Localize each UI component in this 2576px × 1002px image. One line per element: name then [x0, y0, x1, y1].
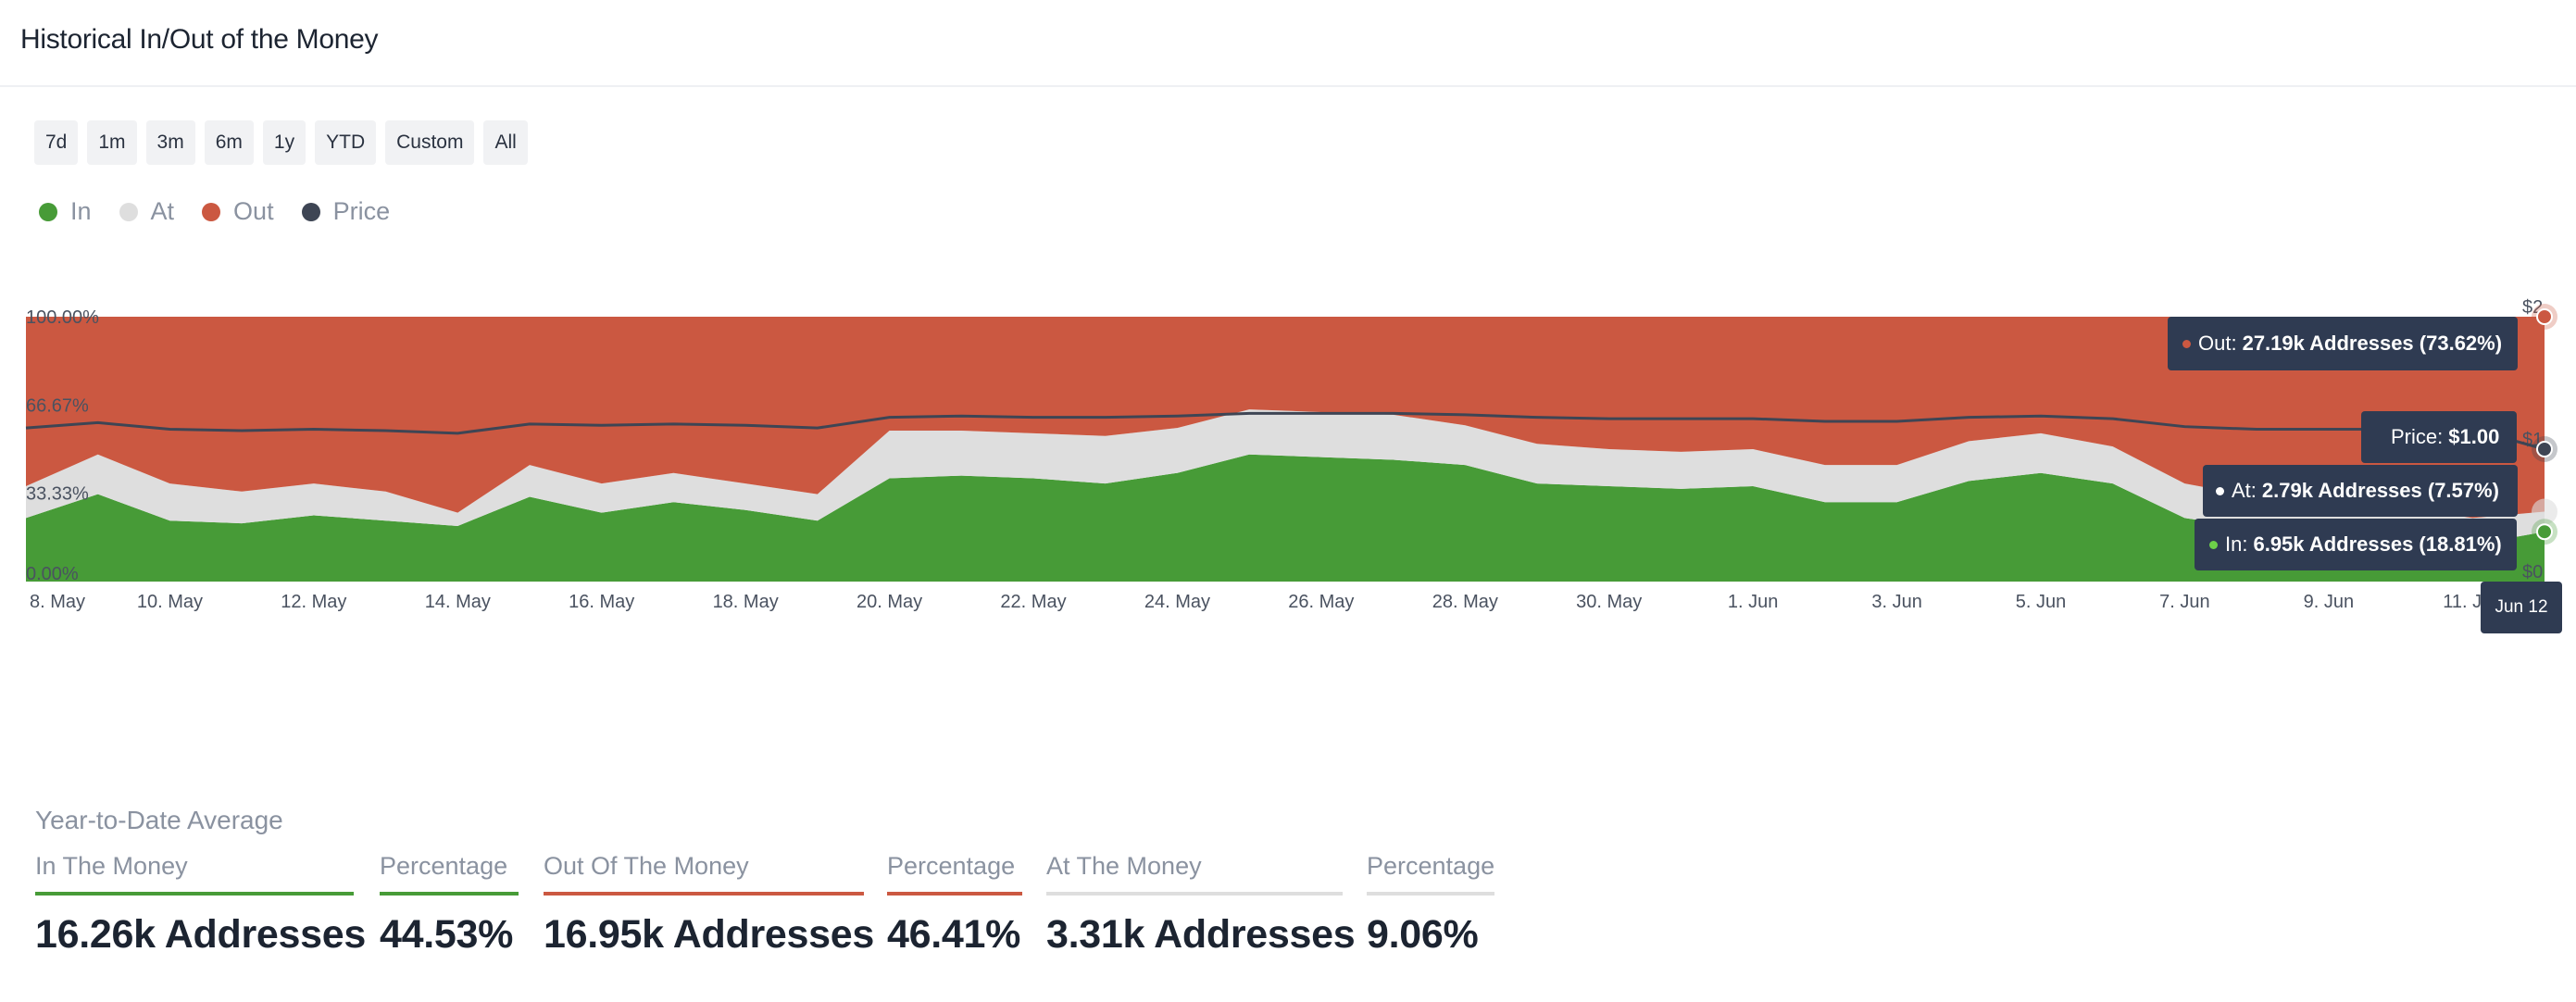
card-header: Historical In/Out of the Money — [0, 0, 2576, 87]
stat-out-pct-value: 46.41% — [887, 912, 1021, 957]
x-tick-label: 22. May — [1000, 592, 1066, 612]
price-line — [25, 411, 2545, 451]
range-selector: 7d 1m 3m 6m 1y YTD Custom All — [34, 120, 528, 165]
x-tick-label: 3. Jun — [1871, 592, 1921, 612]
tooltip-out-dot-icon — [2182, 339, 2191, 348]
range-all-button[interactable]: All — [483, 120, 528, 165]
x-tick-label: 18. May — [713, 592, 779, 612]
stat-out-label: Out Of The Money — [544, 852, 864, 896]
range-custom-button[interactable]: Custom — [385, 120, 475, 165]
legend-price-dot-icon — [301, 202, 320, 221]
stats-caption: Year-to-Date Average — [35, 806, 283, 834]
legend-at-dot-icon — [119, 202, 138, 221]
marker-in — [2536, 523, 2553, 541]
stat-in-pct-label: Percentage — [380, 852, 519, 896]
tooltip-price: Price: $1.00 — [2361, 411, 2517, 463]
legend-item-out[interactable]: Out — [202, 197, 274, 226]
range-ytd-button[interactable]: YTD — [315, 120, 377, 165]
stat-in-pct-value: 44.53% — [380, 912, 514, 957]
stat-at-pct-value: 9.06% — [1367, 912, 1479, 957]
marker-price — [2536, 441, 2553, 457]
x-tick-label: 30. May — [1576, 592, 1642, 612]
x-tick-label: 10. May — [137, 592, 203, 612]
range-7d-button[interactable]: 7d — [34, 120, 79, 165]
tooltip-in-dot-icon — [2209, 540, 2218, 549]
legend-out-dot-icon — [202, 202, 221, 221]
tooltip-at: At: 2.79k Addresses (7.57%) — [2203, 465, 2518, 517]
x-tick-label: 7. Jun — [2159, 592, 2209, 612]
stat-at-pct-label: Percentage — [1367, 852, 1494, 896]
x-tick-label: 28. May — [1432, 592, 1498, 612]
x-tick-label: 24. May — [1144, 592, 1210, 612]
x-tick-label: 16. May — [569, 592, 634, 612]
stat-in-value: 16.26k Addresses — [35, 912, 366, 957]
x-tick-label: 5. Jun — [2016, 592, 2066, 612]
x-tick-label: 1. Jun — [1728, 592, 1778, 612]
legend-out-label: Out — [233, 197, 274, 225]
tooltip-out-label: Out: — [2198, 332, 2237, 355]
stat-at-label: At The Money — [1046, 852, 1343, 896]
legend-in-label: In — [70, 197, 92, 225]
range-1m-button[interactable]: 1m — [87, 120, 137, 165]
right-axis-tick-label: $0 — [2522, 562, 2543, 582]
x-tick-label: 9. Jun — [2304, 592, 2354, 612]
stat-in-the-money: In The Money 16.26k Addresses — [35, 852, 366, 958]
x-tick-label: 26. May — [1288, 592, 1354, 612]
tooltip-in: In: 6.95k Addresses (18.81%) — [2195, 519, 2517, 570]
x-tick-label: 12. May — [281, 592, 346, 612]
tooltip-out-value: 27.19k Addresses (73.62%) — [2242, 332, 2503, 355]
legend-item-at[interactable]: At — [119, 197, 175, 226]
x-tick-label: 8. May — [30, 592, 85, 612]
stat-in-percentage: Percentage 44.53% — [380, 852, 519, 958]
y-tick-label: 100.00% — [26, 307, 99, 328]
x-tick-label: 14. May — [425, 592, 491, 612]
tooltip-in-label: In: — [2225, 532, 2248, 556]
tooltip-at-label: At: — [2232, 479, 2257, 502]
legend-price-label: Price — [332, 197, 391, 225]
stat-out-value: 16.95k Addresses — [544, 912, 874, 957]
stat-in-label: In The Money — [35, 852, 354, 896]
range-1y-button[interactable]: 1y — [262, 120, 306, 165]
marker-out — [2536, 308, 2553, 325]
tooltip-at-dot-icon — [2216, 486, 2224, 495]
legend-item-in[interactable]: In — [39, 197, 92, 226]
y-tick-label: 0.00% — [26, 564, 79, 584]
page-title: Historical In/Out of the Money — [20, 24, 379, 55]
tooltip-price-value: $1.00 — [2448, 425, 2500, 448]
legend-at-label: At — [150, 197, 175, 225]
tooltip-at-value: 2.79k Addresses (7.57%) — [2261, 479, 2499, 502]
y-tick-label: 33.33% — [26, 484, 89, 505]
tooltip-in-value: 6.95k Addresses (18.81%) — [2253, 532, 2502, 556]
legend-in-dot-icon — [39, 202, 57, 221]
marker-at-halo — [2532, 498, 2557, 525]
stat-out-of-the-money: Out Of The Money 16.95k Addresses — [544, 852, 874, 958]
stat-out-percentage: Percentage 46.41% — [887, 852, 1022, 958]
series-area-out — [26, 317, 2545, 519]
stat-at-percentage: Percentage 9.06% — [1367, 852, 1494, 958]
stat-at-the-money: At The Money 3.31k Addresses — [1046, 852, 1356, 958]
stat-at-value: 3.31k Addresses — [1046, 912, 1356, 957]
range-6m-button[interactable]: 6m — [204, 120, 254, 165]
series-area-in — [26, 454, 2545, 582]
chart-legend: In At Out Price — [39, 197, 390, 226]
y-tick-label: 66.67% — [26, 395, 89, 416]
tooltip-date: Jun 12 — [2481, 582, 2562, 633]
legend-item-price[interactable]: Price — [301, 197, 391, 226]
x-tick-label: 20. May — [857, 592, 922, 612]
tooltip-price-label: Price: — [2391, 425, 2444, 448]
tooltip-out: Out: 27.19k Addresses (73.62%) — [2168, 317, 2518, 370]
stat-out-pct-label: Percentage — [887, 852, 1022, 896]
range-3m-button[interactable]: 3m — [145, 120, 195, 165]
